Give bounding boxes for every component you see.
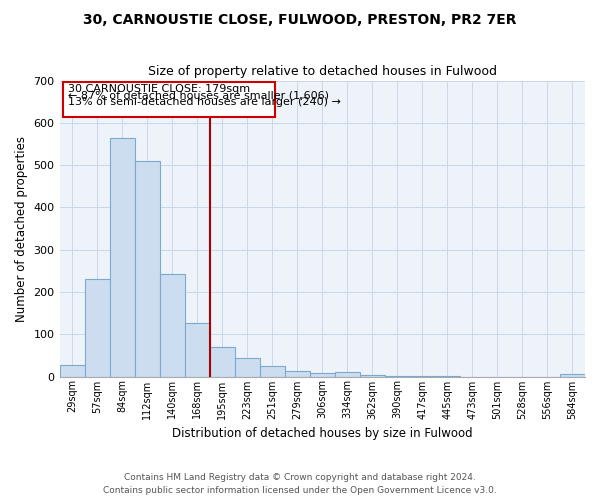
- Bar: [185, 323, 209, 376]
- Bar: [209, 347, 235, 376]
- Text: Contains HM Land Registry data © Crown copyright and database right 2024.
Contai: Contains HM Land Registry data © Crown c…: [103, 474, 497, 495]
- Bar: [85, 280, 110, 376]
- Text: 13% of semi-detached houses are larger (240) →: 13% of semi-detached houses are larger (…: [68, 97, 341, 107]
- Bar: [260, 366, 285, 376]
- Bar: [235, 358, 260, 376]
- Bar: [285, 371, 310, 376]
- Title: Size of property relative to detached houses in Fulwood: Size of property relative to detached ho…: [148, 65, 497, 78]
- Y-axis label: Number of detached properties: Number of detached properties: [15, 136, 28, 322]
- Text: 30, CARNOUSTIE CLOSE, FULWOOD, PRESTON, PR2 7ER: 30, CARNOUSTIE CLOSE, FULWOOD, PRESTON, …: [83, 12, 517, 26]
- Bar: [110, 138, 134, 376]
- Bar: [134, 161, 160, 376]
- Bar: [560, 374, 585, 376]
- Bar: [160, 274, 185, 376]
- FancyBboxPatch shape: [63, 82, 275, 118]
- Bar: [335, 372, 360, 376]
- Bar: [59, 364, 85, 376]
- Text: ← 87% of detached houses are smaller (1,606): ← 87% of detached houses are smaller (1,…: [68, 90, 329, 101]
- X-axis label: Distribution of detached houses by size in Fulwood: Distribution of detached houses by size …: [172, 427, 473, 440]
- Bar: [310, 373, 335, 376]
- Text: 30 CARNOUSTIE CLOSE: 179sqm: 30 CARNOUSTIE CLOSE: 179sqm: [68, 84, 250, 94]
- Bar: [360, 375, 385, 376]
